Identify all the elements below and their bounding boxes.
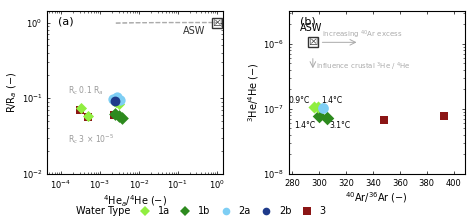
Point [110, 99, 118, 103]
Point [110, 113, 118, 117]
Point [84, 114, 91, 118]
Point [112, 112, 119, 116]
Text: ☒: ☒ [212, 18, 221, 27]
Point [111, 99, 118, 103]
Text: R$_c$ 0.1 R$_a$: R$_c$ 0.1 R$_a$ [68, 85, 104, 97]
Point [323, 116, 331, 120]
Text: (a): (a) [58, 16, 73, 26]
Point [319, 106, 327, 110]
Point [115, 114, 123, 118]
Text: 1.4°C: 1.4°C [294, 121, 315, 130]
Point [440, 114, 448, 118]
Y-axis label: R/R$_a$ (−): R/R$_a$ (−) [5, 72, 19, 113]
Point [109, 97, 117, 101]
Point [380, 118, 387, 122]
Point [112, 101, 120, 104]
Point [314, 106, 321, 109]
Point [310, 105, 317, 108]
Text: ASW: ASW [183, 26, 206, 36]
Point [115, 103, 123, 106]
Y-axis label: $^3$He/$^4$He (−): $^3$He/$^4$He (−) [246, 63, 261, 122]
Text: 1.4°C: 1.4°C [322, 96, 343, 105]
Text: ☒: ☒ [308, 37, 318, 47]
Text: (b): (b) [300, 16, 316, 26]
Point [118, 116, 126, 120]
Text: Water Type: Water Type [76, 206, 130, 216]
Text: 0.9°C: 0.9°C [288, 96, 310, 105]
X-axis label: $^{40}$Ar/$^{36}$Ar (−): $^{40}$Ar/$^{36}$Ar (−) [346, 191, 408, 205]
Point [315, 114, 323, 118]
Text: increasing $^{40}$Ar excess: increasing $^{40}$Ar excess [322, 29, 402, 41]
Text: R$_c$ 3 × 10$^{-5}$: R$_c$ 3 × 10$^{-5}$ [68, 132, 114, 146]
Point [113, 95, 120, 99]
Point [84, 115, 92, 118]
Point [77, 106, 84, 109]
Text: 3.1°C: 3.1°C [330, 121, 351, 130]
Legend: 1a, 1b, 2a, 2b, 3: 1a, 1b, 2a, 2b, 3 [135, 206, 326, 216]
X-axis label: $^4$He$_a$/$^4$He (−): $^4$He$_a$/$^4$He (−) [103, 194, 167, 209]
Text: influence crustal $^3$He / $^4$He: influence crustal $^3$He / $^4$He [316, 61, 410, 73]
Point [117, 98, 124, 101]
Text: ASW: ASW [301, 23, 323, 33]
Point [76, 108, 83, 112]
